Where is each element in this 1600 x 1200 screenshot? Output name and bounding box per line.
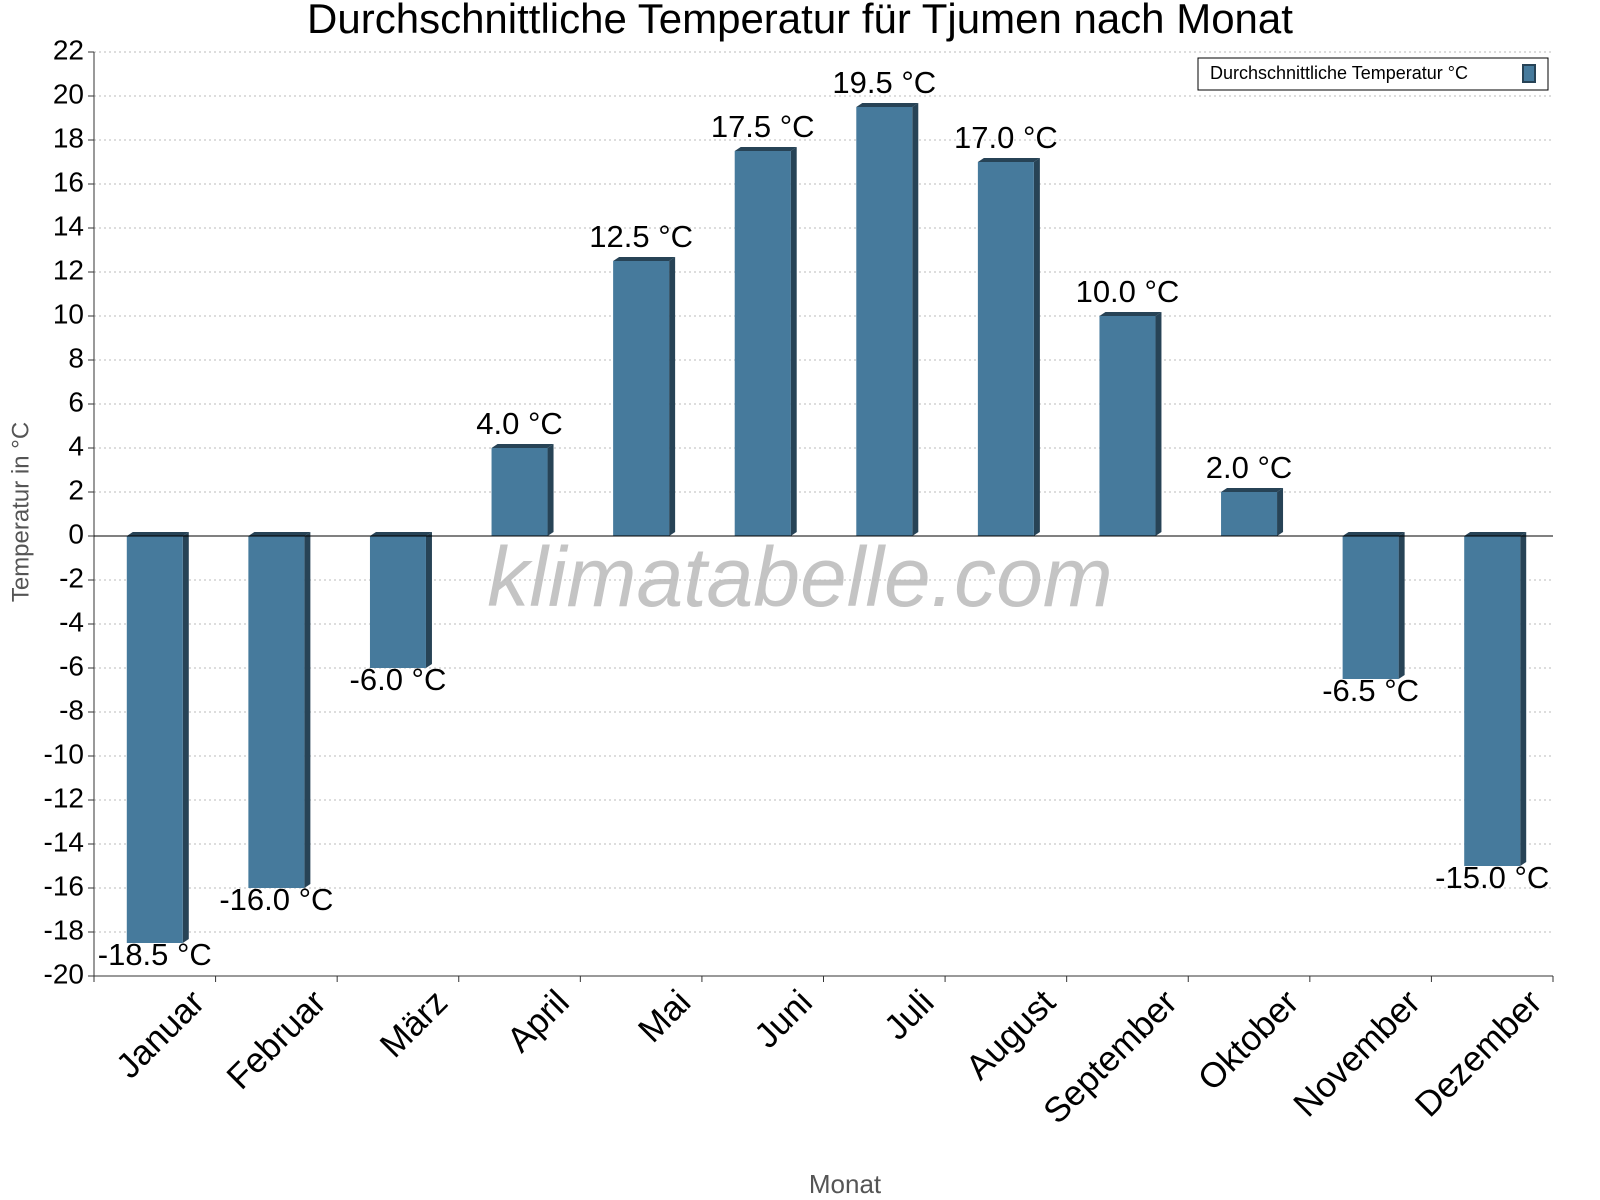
bar-side	[790, 147, 797, 536]
y-tick-label: -8	[59, 694, 84, 725]
x-tick-label: September	[1036, 982, 1185, 1131]
y-tick-label: 0	[68, 518, 84, 549]
bar-side	[547, 444, 554, 536]
bar-side	[912, 103, 919, 536]
y-tick-label: 2	[68, 474, 84, 505]
x-tick-label: Februar	[219, 982, 333, 1096]
bar-top	[613, 257, 676, 261]
x-tick-label: Mai	[631, 983, 698, 1050]
bar-top	[856, 103, 919, 107]
data-label: 17.5 °C	[711, 109, 815, 144]
x-tick-label: August	[958, 982, 1063, 1087]
bar-side	[304, 532, 311, 888]
bar-top	[1464, 532, 1527, 536]
bar-side	[1155, 312, 1162, 536]
legend-box	[1197, 57, 1549, 91]
y-tick-label: -10	[44, 738, 84, 769]
data-label: -6.5 °C	[1322, 673, 1419, 708]
bar-top	[1342, 532, 1405, 536]
bar	[1221, 492, 1278, 536]
y-tick-label: -20	[44, 958, 84, 989]
bar-side	[1520, 532, 1527, 866]
bar-side	[669, 257, 676, 536]
bar	[1342, 536, 1399, 679]
y-tick-label: -12	[44, 782, 84, 813]
bar-top	[491, 444, 554, 448]
y-tick-label: 22	[53, 34, 84, 65]
bar	[126, 536, 183, 943]
y-tick-label: -4	[59, 606, 84, 637]
y-tick-label: -2	[59, 562, 84, 593]
y-tick-label: -16	[44, 870, 84, 901]
x-axis-label: Monat	[809, 1169, 882, 1199]
x-tick-label: April	[500, 983, 577, 1060]
data-label: -16.0 °C	[219, 882, 333, 917]
bar-top	[734, 147, 797, 151]
bar	[248, 536, 305, 888]
x-tick-label: Dezember	[1408, 982, 1550, 1124]
bar-top	[1221, 488, 1284, 492]
bar-side	[1277, 488, 1284, 536]
bar	[369, 536, 426, 668]
y-tick-label: 16	[53, 166, 84, 197]
bar-top	[1099, 312, 1162, 316]
data-label: 10.0 °C	[1076, 274, 1180, 309]
bar	[734, 151, 791, 536]
y-tick-label: 8	[68, 342, 84, 373]
data-label: 12.5 °C	[589, 219, 693, 254]
y-tick-label: 6	[68, 386, 84, 417]
y-tick-label: 20	[53, 78, 84, 109]
y-tick-label: 18	[53, 122, 84, 153]
bar-side	[425, 532, 432, 668]
data-label: -6.0 °C	[350, 662, 447, 697]
data-label: 17.0 °C	[954, 120, 1058, 155]
bar-side	[1398, 532, 1405, 679]
x-tick-label: März	[373, 983, 456, 1066]
bar	[1464, 536, 1521, 866]
chart-title: Durchschnittliche Temperatur für Tjumen …	[307, 0, 1293, 42]
bar	[856, 107, 913, 536]
bar	[977, 162, 1034, 536]
y-tick-label: -6	[59, 650, 84, 681]
bar	[491, 448, 548, 536]
y-tick-label: 10	[53, 298, 84, 329]
y-axis-label: Temperatur in °C	[7, 422, 34, 602]
y-tick-label: 12	[53, 254, 84, 285]
data-label: 2.0 °C	[1206, 450, 1293, 485]
watermark: klimatabelle.com	[487, 530, 1113, 624]
x-tick-label: Juni	[747, 983, 820, 1056]
legend-label: Durchschnittliche Temperatur °C	[1210, 63, 1468, 83]
bar	[1099, 316, 1156, 536]
x-tick-label: Oktober	[1191, 982, 1307, 1098]
bar-side	[1033, 158, 1040, 536]
bar-side	[182, 532, 189, 943]
bar-top	[248, 532, 311, 536]
legend-swatch	[1522, 64, 1536, 83]
bar-top	[369, 532, 432, 536]
x-tick-label: Januar	[109, 982, 212, 1085]
data-label: -15.0 °C	[1435, 860, 1549, 895]
bar-top	[977, 158, 1040, 162]
x-tick-label: November	[1286, 982, 1428, 1124]
y-tick-label: -14	[44, 826, 84, 857]
y-tick-label: 4	[68, 430, 84, 461]
y-tick-label: 14	[53, 210, 84, 241]
y-tick-label: -18	[44, 914, 84, 945]
data-label: 4.0 °C	[476, 406, 563, 441]
x-tick-label: Juli	[877, 983, 942, 1048]
bar	[613, 261, 670, 536]
bar-top	[126, 532, 189, 536]
data-label: 19.5 °C	[832, 65, 936, 100]
data-label: -18.5 °C	[98, 937, 212, 972]
